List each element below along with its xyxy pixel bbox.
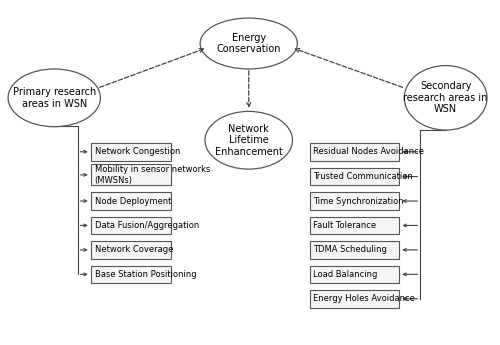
Text: Node Deployment: Node Deployment xyxy=(94,197,171,206)
Text: Time Synchronization: Time Synchronization xyxy=(314,197,404,206)
Text: Data Fusion/Aggregation: Data Fusion/Aggregation xyxy=(94,221,199,230)
Text: Trusted Communication: Trusted Communication xyxy=(314,172,413,181)
Text: Network
Lifetime
Enhancement: Network Lifetime Enhancement xyxy=(215,124,282,157)
Text: Load Balancing: Load Balancing xyxy=(314,270,378,279)
Text: Residual Nodes Avoidance: Residual Nodes Avoidance xyxy=(314,147,424,156)
FancyBboxPatch shape xyxy=(310,290,400,308)
FancyBboxPatch shape xyxy=(90,241,171,259)
FancyBboxPatch shape xyxy=(310,168,400,185)
FancyBboxPatch shape xyxy=(90,192,171,210)
FancyBboxPatch shape xyxy=(310,241,400,259)
Text: Fault Tolerance: Fault Tolerance xyxy=(314,221,376,230)
Text: Secondary
research areas in
WSN: Secondary research areas in WSN xyxy=(404,81,488,115)
Text: Energy
Conservation: Energy Conservation xyxy=(216,33,281,54)
Text: Base Station Positioning: Base Station Positioning xyxy=(94,270,196,279)
Text: Energy Holes Avoidance: Energy Holes Avoidance xyxy=(314,294,416,303)
Ellipse shape xyxy=(200,18,298,69)
FancyBboxPatch shape xyxy=(90,164,171,185)
Text: TDMA Scheduling: TDMA Scheduling xyxy=(314,245,388,254)
Ellipse shape xyxy=(8,69,100,127)
FancyBboxPatch shape xyxy=(310,192,400,210)
FancyBboxPatch shape xyxy=(310,143,400,161)
Text: Network Coverage: Network Coverage xyxy=(94,245,173,254)
Text: Primary research
areas in WSN: Primary research areas in WSN xyxy=(12,87,96,109)
Ellipse shape xyxy=(205,111,292,169)
FancyBboxPatch shape xyxy=(310,266,400,283)
FancyBboxPatch shape xyxy=(90,266,171,283)
Text: Mobility in sensor networks
(MWSNs): Mobility in sensor networks (MWSNs) xyxy=(94,165,210,185)
Ellipse shape xyxy=(404,66,487,130)
FancyBboxPatch shape xyxy=(90,143,171,161)
FancyBboxPatch shape xyxy=(310,217,400,234)
Text: Network Congestion: Network Congestion xyxy=(94,147,180,156)
FancyBboxPatch shape xyxy=(90,217,171,234)
